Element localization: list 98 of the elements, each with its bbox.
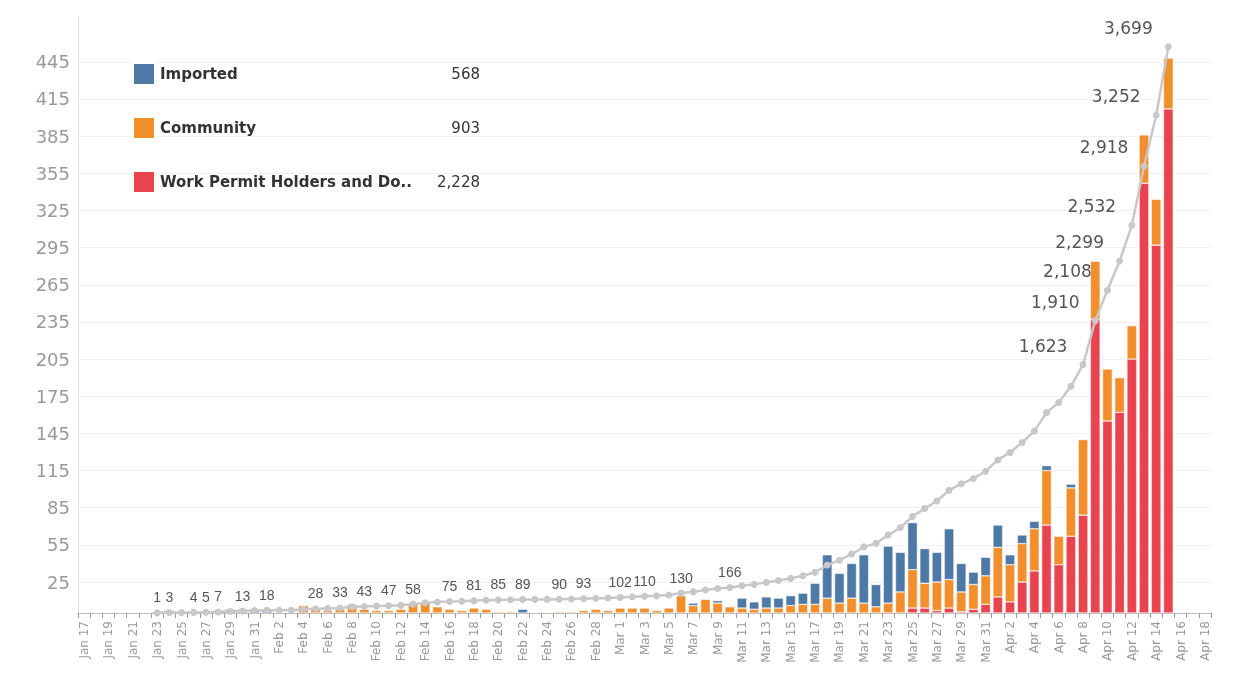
x-tick-label: Apr 18 bbox=[1197, 621, 1212, 661]
y-tick-label: 295 bbox=[35, 237, 70, 259]
x-tick-label: Feb 24 bbox=[540, 621, 555, 662]
data-label: 4 bbox=[189, 588, 198, 605]
data-label: 5 bbox=[202, 588, 211, 605]
x-tick-label: Jan 25 bbox=[174, 621, 189, 660]
x-tick-label: Feb 22 bbox=[515, 621, 530, 662]
data-label: 1 bbox=[153, 589, 162, 606]
x-tick-label: Mar 13 bbox=[759, 621, 774, 663]
data-label: 3,252 bbox=[1091, 86, 1141, 107]
data-label: 18 bbox=[259, 586, 275, 603]
data-label: 110 bbox=[633, 572, 656, 589]
data-label: 7 bbox=[214, 588, 223, 605]
x-tick-label: Feb 12 bbox=[393, 621, 408, 662]
y-tick-label: 415 bbox=[35, 88, 70, 110]
x-tick-label: Mar 5 bbox=[661, 621, 676, 656]
y-tick-label: 85 bbox=[47, 497, 70, 519]
x-tick-label: Apr 2 bbox=[1002, 621, 1017, 654]
x-tick-label: Feb 16 bbox=[442, 621, 457, 662]
x-tick-label: Apr 16 bbox=[1173, 621, 1188, 661]
x-tick-label: Mar 3 bbox=[637, 621, 652, 656]
x-tick-label: Feb 20 bbox=[491, 621, 506, 662]
annotation: 2,228 bbox=[437, 173, 480, 191]
x-tick-label: Mar 31 bbox=[978, 621, 993, 663]
data-label: 2,918 bbox=[1079, 137, 1129, 158]
x-tick-label: Apr 14 bbox=[1149, 621, 1164, 661]
data-label: 47 bbox=[380, 582, 397, 599]
data-label: 3,699 bbox=[1104, 17, 1153, 38]
x-tick-label: Mar 9 bbox=[710, 621, 725, 656]
x-tick-label: Jan 17 bbox=[77, 621, 92, 660]
legend-label: Community bbox=[160, 119, 257, 137]
x-tick-label: Apr 6 bbox=[1051, 621, 1066, 654]
x-tick-label: Feb 6 bbox=[320, 621, 335, 654]
y-tick-label: 235 bbox=[35, 311, 70, 333]
x-tick-label: Jan 29 bbox=[223, 621, 238, 660]
x-tick-label: Apr 12 bbox=[1124, 621, 1139, 661]
x-tick-label: Feb 14 bbox=[418, 621, 433, 662]
data-label: 43 bbox=[356, 582, 373, 599]
x-tick-label: Feb 18 bbox=[466, 621, 481, 662]
x-tick-label: Mar 19 bbox=[832, 621, 847, 663]
x-tick-label: Mar 1 bbox=[613, 621, 628, 656]
x-tick-label: Jan 31 bbox=[247, 621, 262, 660]
x-tick-label: Mar 27 bbox=[929, 621, 944, 663]
x-tick-label: Mar 11 bbox=[734, 621, 749, 663]
x-tick-label: Mar 7 bbox=[686, 621, 701, 656]
data-label: 90 bbox=[551, 575, 568, 592]
legend-label: Work Permit Holders and Do.. bbox=[160, 173, 413, 191]
data-label: 75 bbox=[441, 578, 458, 595]
y-tick-label: 325 bbox=[35, 199, 70, 221]
data-label: 89 bbox=[514, 575, 531, 592]
y-tick-label: 115 bbox=[35, 460, 70, 482]
y-tick-label: 25 bbox=[47, 571, 70, 593]
annotation: 568 bbox=[451, 65, 480, 83]
data-label: 2,532 bbox=[1067, 196, 1117, 217]
data-label: 166 bbox=[718, 564, 742, 581]
data-label: 1,623 bbox=[1018, 335, 1068, 356]
y-tick-label: 55 bbox=[47, 534, 70, 556]
x-tick-label: Mar 21 bbox=[856, 621, 871, 663]
x-tick-label: Mar 23 bbox=[881, 621, 896, 663]
data-label: 85 bbox=[490, 576, 507, 593]
data-label: 102 bbox=[608, 573, 633, 590]
x-tick-label: Jan 19 bbox=[101, 621, 116, 660]
y-tick-label: 145 bbox=[35, 422, 70, 444]
y-tick-label: 265 bbox=[35, 274, 70, 296]
y-tick-label: 175 bbox=[35, 385, 70, 407]
y-tick-label: 445 bbox=[35, 51, 70, 73]
data-label: 2,299 bbox=[1055, 232, 1104, 253]
x-tick-label: Feb 8 bbox=[345, 621, 360, 654]
x-tick-label: Apr 10 bbox=[1100, 621, 1115, 661]
x-tick-label: Jan 23 bbox=[150, 621, 165, 660]
data-label: 2,108 bbox=[1043, 261, 1092, 282]
legend-label: Imported bbox=[160, 65, 238, 83]
x-tick-label: Feb 2 bbox=[272, 621, 287, 654]
data-label: 81 bbox=[466, 577, 482, 594]
x-tick-label: Jan 21 bbox=[125, 621, 140, 660]
y-tick-label: 385 bbox=[35, 125, 70, 147]
x-tick-label: Mar 17 bbox=[808, 621, 823, 663]
data-label: 1,910 bbox=[1030, 291, 1080, 312]
x-tick-label: Mar 29 bbox=[954, 621, 969, 663]
data-label: 13 bbox=[234, 587, 251, 604]
data-label: 3 bbox=[165, 589, 174, 606]
x-tick-label: Feb 26 bbox=[564, 621, 579, 662]
x-tick-label: Mar 15 bbox=[783, 621, 798, 663]
x-tick-label: Jan 27 bbox=[198, 621, 213, 660]
annotation: 903 bbox=[451, 119, 480, 137]
data-label: 28 bbox=[307, 585, 324, 602]
x-tick-label: Apr 8 bbox=[1076, 621, 1091, 654]
data-label: 130 bbox=[669, 569, 693, 586]
data-label: 58 bbox=[405, 580, 422, 597]
data-label: 93 bbox=[575, 575, 592, 592]
y-tick-label: 205 bbox=[35, 348, 70, 370]
data-label: 33 bbox=[332, 584, 348, 601]
y-tick-label: 355 bbox=[35, 162, 70, 184]
x-tick-label: Feb 10 bbox=[369, 621, 384, 662]
x-tick-label: Feb 4 bbox=[296, 621, 311, 654]
x-tick-label: Apr 4 bbox=[1027, 621, 1042, 654]
x-tick-label: Feb 28 bbox=[588, 621, 603, 662]
x-tick-label: Mar 25 bbox=[905, 621, 920, 663]
